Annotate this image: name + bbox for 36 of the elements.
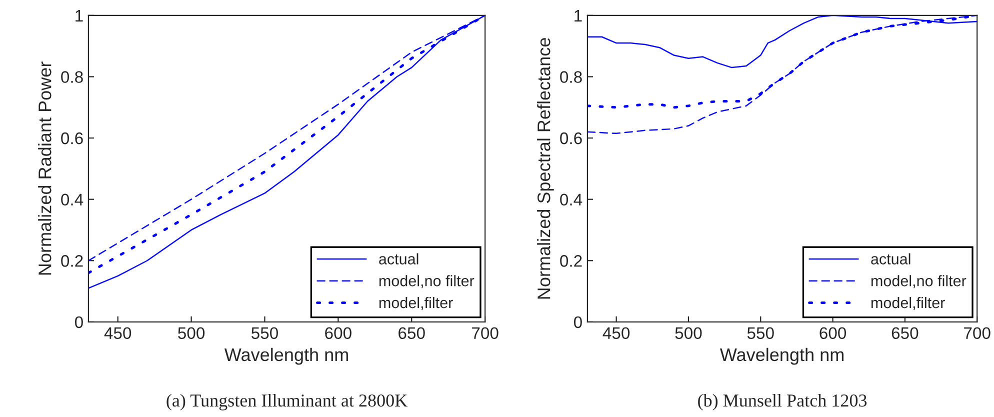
y-tick-label: 1	[76, 10, 83, 22]
y-tick-label: 0	[574, 316, 582, 328]
x-tick-label: 700	[964, 327, 990, 340]
legend-label: model,no filter	[379, 275, 474, 288]
legend-label: model,no filter	[871, 275, 966, 288]
x-tick-label: 600	[325, 327, 352, 340]
x-axis-title: Wavelength nm	[720, 348, 844, 365]
legend-label: model,filter	[871, 296, 945, 310]
y-tick-label: 0	[74, 316, 83, 328]
x-tick-label: 650	[892, 327, 918, 340]
x-tick-label: 600	[820, 327, 846, 340]
x-tick-label: 700	[472, 327, 498, 340]
legend-label: actual	[379, 253, 418, 264]
x-tick-label: 500	[178, 327, 205, 340]
x-tick-label: 450	[104, 327, 132, 340]
text: (a) Tungsten Illuminant at 2800K	[166, 394, 408, 410]
x-tick-label: 450	[602, 327, 630, 340]
text: (b) Munsell Patch 1203	[698, 394, 867, 410]
x-tick-label: 500	[675, 327, 702, 340]
y-tick-label: 0.2	[560, 255, 582, 267]
y-tick-label: 0.2	[61, 255, 83, 267]
legend-label: model,filter	[379, 296, 453, 310]
y-tick-label: 0.8	[560, 71, 582, 83]
x-tick-label: 550	[252, 327, 278, 340]
x-tick-label: 650	[398, 327, 425, 340]
x-tick-label: 550	[747, 327, 774, 340]
y-tick-label: 0.8	[61, 71, 83, 83]
y-tick-label: 0.4	[61, 194, 84, 206]
y-tick-label: 0.4	[560, 194, 582, 206]
y-tick-label: 1	[574, 10, 582, 22]
x-axis-title: Wavelength nm	[224, 348, 348, 365]
y-tick-label: 0.6	[560, 132, 582, 144]
y-axis-title: Normalized Spectral Reflectance	[537, 38, 554, 299]
y-tick-label: 0.6	[61, 132, 83, 144]
y-axis-title: Normalized Radiant Power	[38, 62, 52, 275]
legend-label: actual	[871, 253, 910, 264]
